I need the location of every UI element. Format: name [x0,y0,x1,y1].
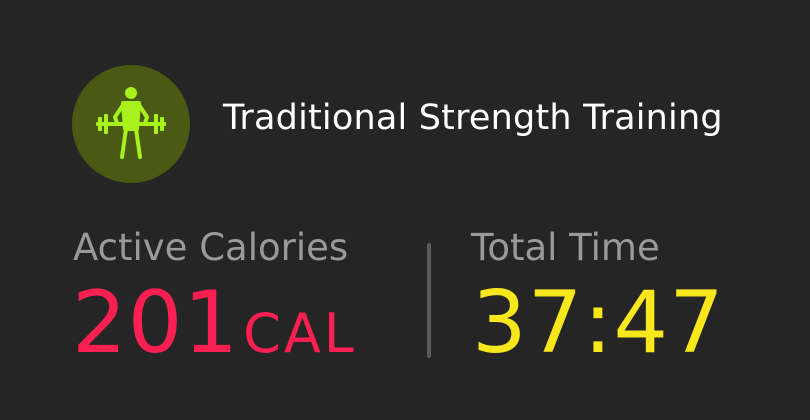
total-time-value: 37:47 [472,273,725,373]
weightlifter-icon [96,87,166,159]
calories-number: 201 [72,273,240,373]
workout-icon-badge [72,65,190,183]
active-calories-label: Active Calories [73,226,349,269]
active-calories-value: 201CAL [72,276,357,381]
workout-title: Traditional Strength Training [223,98,723,138]
metrics-divider [427,243,431,358]
total-time-label: Total Time [471,226,660,269]
calories-unit: CAL [243,302,357,365]
